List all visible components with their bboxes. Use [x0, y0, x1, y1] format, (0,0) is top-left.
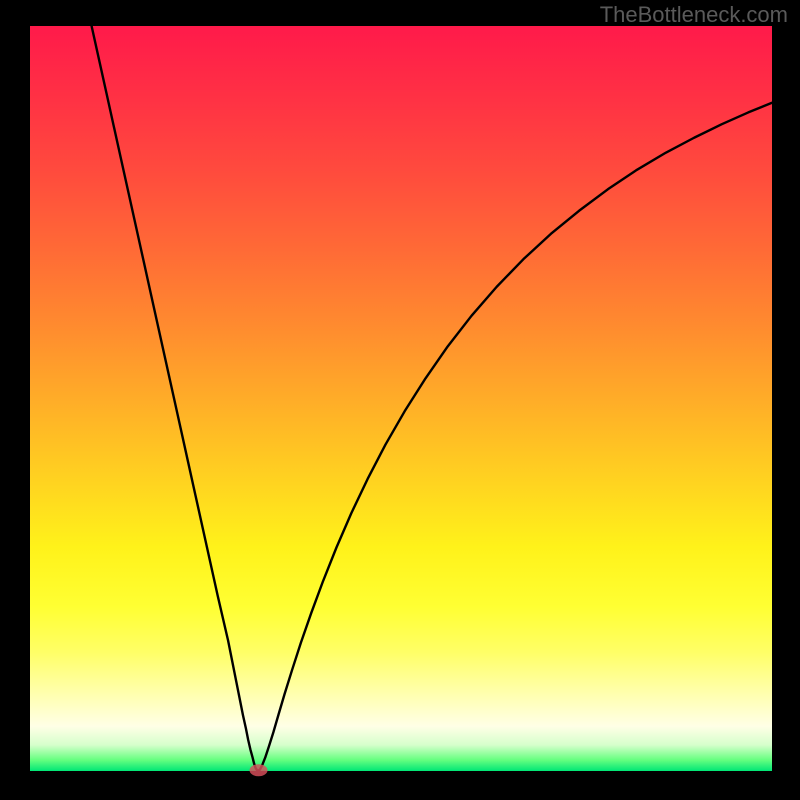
chart-frame: TheBottleneck.com — [0, 0, 800, 800]
plot-background — [30, 26, 772, 771]
bottleneck-chart — [0, 0, 800, 800]
watermark-text: TheBottleneck.com — [600, 2, 788, 28]
minimum-marker — [250, 764, 268, 776]
